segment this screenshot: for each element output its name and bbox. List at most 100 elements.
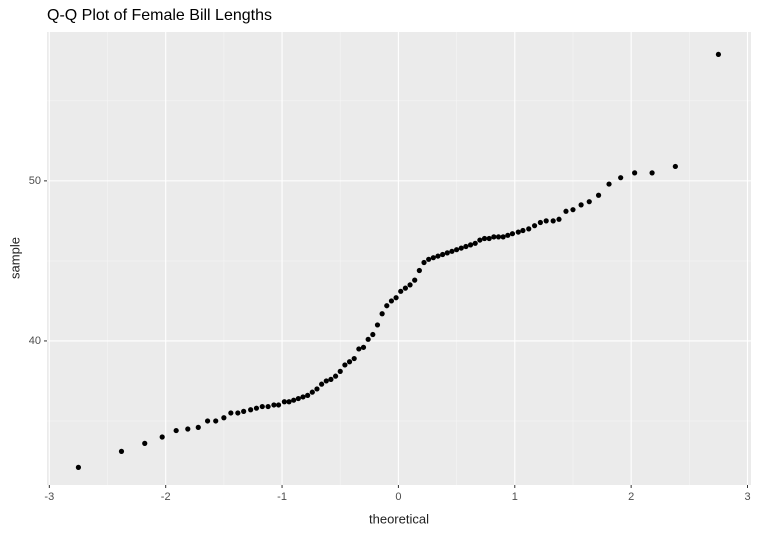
- point: [300, 394, 306, 400]
- point: [463, 243, 469, 250]
- point: [374, 322, 381, 328]
- point: [618, 175, 624, 181]
- panel: [47, 32, 751, 485]
- x-tick-label: 2: [628, 491, 634, 503]
- point: [426, 256, 432, 262]
- point: [407, 282, 413, 288]
- point: [578, 202, 584, 208]
- point: [454, 247, 460, 253]
- point: [595, 192, 602, 198]
- point: [500, 234, 506, 240]
- point: [606, 181, 612, 187]
- point: [185, 426, 191, 432]
- point: [309, 389, 315, 395]
- point: [248, 407, 254, 413]
- point: [449, 248, 455, 254]
- point: [271, 402, 277, 408]
- point: [370, 331, 376, 338]
- point: [421, 259, 427, 266]
- point: [515, 229, 521, 235]
- point: [467, 242, 474, 248]
- chart-title: Q-Q Plot of Female Bill Lengths: [47, 7, 272, 24]
- point: [379, 311, 385, 317]
- point: [228, 410, 234, 416]
- point: [458, 245, 464, 251]
- point: [472, 240, 478, 246]
- point: [563, 208, 569, 214]
- point: [505, 232, 511, 238]
- point: [142, 440, 148, 446]
- point: [319, 381, 325, 387]
- point: [388, 298, 395, 304]
- point: [195, 424, 201, 430]
- point: [173, 427, 179, 434]
- point: [586, 199, 592, 205]
- point: [715, 51, 722, 58]
- point: [75, 464, 82, 470]
- point: [351, 355, 357, 362]
- point: [509, 231, 516, 237]
- y-tick-label: 40: [29, 335, 41, 347]
- point: [295, 395, 301, 402]
- point: [360, 344, 367, 350]
- point: [159, 434, 165, 440]
- x-tick-label: -2: [161, 491, 171, 503]
- point: [440, 251, 446, 258]
- point: [221, 415, 227, 421]
- point: [550, 218, 556, 224]
- point: [253, 405, 260, 411]
- point: [337, 368, 343, 374]
- point: [531, 223, 538, 229]
- point: [118, 448, 125, 454]
- point: [435, 253, 441, 259]
- point: [402, 285, 408, 291]
- x-tick-label: 1: [512, 491, 518, 503]
- point: [365, 336, 371, 342]
- point: [314, 386, 320, 392]
- point: [632, 170, 638, 176]
- point: [328, 376, 334, 382]
- point: [259, 403, 265, 410]
- point: [356, 346, 362, 352]
- point: [305, 392, 311, 398]
- x-tick-label: 3: [744, 491, 750, 503]
- point: [543, 218, 549, 224]
- x-tick-label: -1: [277, 491, 287, 503]
- point: [291, 397, 297, 403]
- point: [556, 216, 562, 222]
- x-axis-label: theoretical: [369, 511, 429, 526]
- point: [412, 277, 418, 283]
- point: [486, 235, 492, 242]
- point: [672, 163, 678, 170]
- point: [265, 403, 271, 410]
- y-axis-label: sample: [7, 237, 22, 279]
- y-tick-label: 50: [29, 175, 41, 187]
- point: [235, 410, 241, 416]
- point: [342, 362, 348, 368]
- point: [275, 402, 282, 408]
- point: [213, 418, 219, 424]
- x-tick-label: -3: [44, 491, 54, 503]
- point: [649, 170, 655, 176]
- point: [537, 219, 543, 226]
- x-tick-label: 0: [395, 491, 401, 503]
- point: [323, 378, 329, 384]
- point: [477, 237, 483, 243]
- point: [204, 418, 211, 424]
- point: [286, 399, 292, 405]
- point: [481, 235, 488, 242]
- point: [526, 226, 532, 232]
- point: [495, 234, 502, 240]
- point: [416, 267, 422, 274]
- point: [430, 255, 436, 261]
- point: [444, 250, 450, 256]
- point: [384, 303, 390, 309]
- point: [491, 234, 497, 240]
- point: [281, 399, 287, 405]
- point: [332, 373, 339, 379]
- point: [570, 207, 576, 213]
- point: [398, 288, 404, 294]
- point: [520, 227, 526, 234]
- point: [393, 295, 399, 301]
